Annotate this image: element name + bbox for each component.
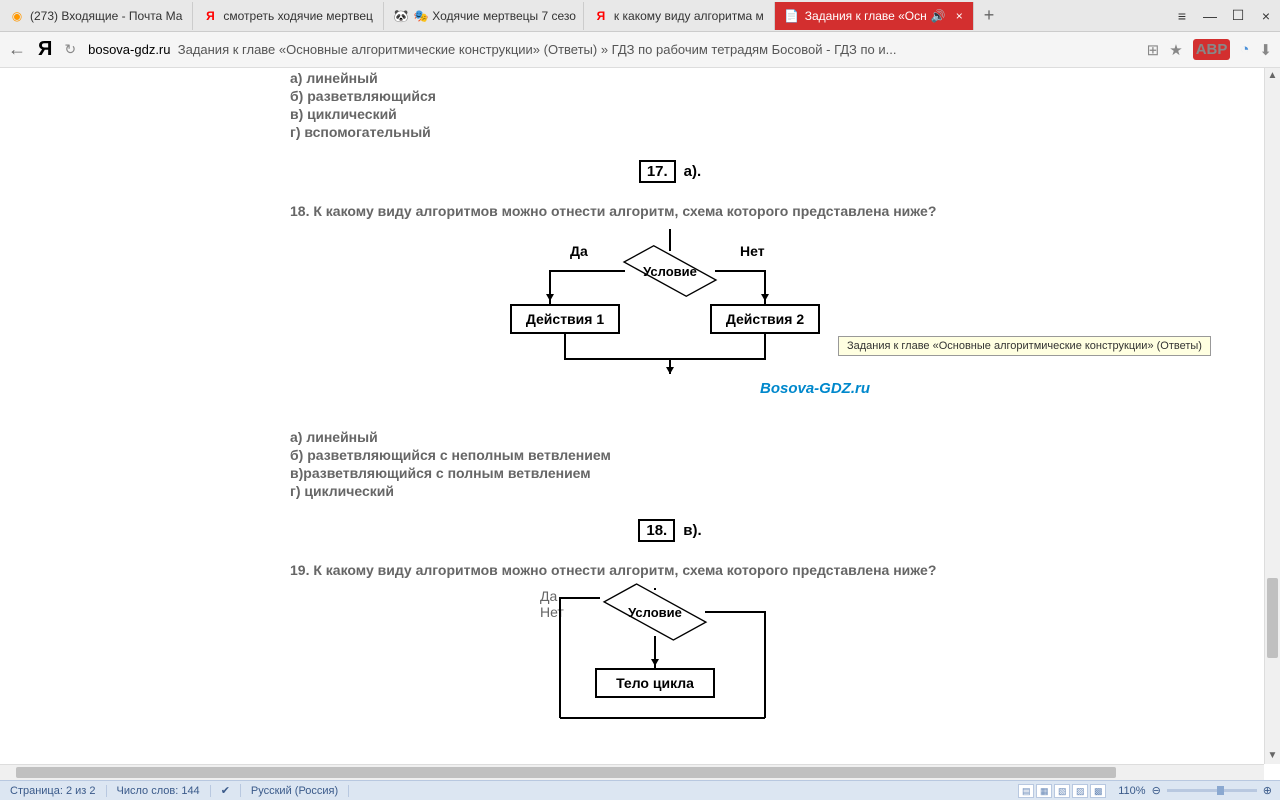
zoom-slider[interactable]	[1167, 789, 1257, 792]
address-bar: ← Я ↻ bosova-gdz.ru Задания к главе «Осн…	[0, 32, 1280, 68]
option-text: г) вспомогательный	[290, 124, 1050, 140]
browser-tab-strip: ◉(273) Входящие - Почта Ма Ясмотреть ход…	[0, 0, 1280, 32]
view-mode-buttons: ▤ ▦ ▧ ▨ ▩	[1014, 784, 1110, 798]
tooltip: Задания к главе «Основные алгоритмически…	[838, 336, 1211, 356]
tab-yandex-search-2[interactable]: Як какому виду алгоритма м	[584, 2, 775, 30]
tab-active-bosova[interactable]: 📄Задания к главе «Осн🔊×	[775, 2, 974, 30]
audio-icon[interactable]: 🔊	[931, 9, 946, 23]
watermark: Bosova-GDZ.ru	[760, 380, 870, 397]
question-19: 19. К какому виду алгоритмов можно отнес…	[290, 562, 1050, 578]
yes-label: Да	[570, 243, 588, 259]
flowchart-branching: Условие Да Нет Действия 1 Действия 2 Bos…	[510, 229, 830, 389]
language-indicator[interactable]: Русский (Россия)	[241, 785, 349, 797]
minimize-button[interactable]: —	[1196, 8, 1224, 24]
option-text: б) разветвляющийся с неполным ветвлением	[290, 447, 1050, 463]
new-tab-button[interactable]: +	[974, 5, 1005, 26]
translate-icon[interactable]: ⊞	[1147, 41, 1160, 59]
view-print-button[interactable]: ▤	[1018, 784, 1034, 798]
view-web-button[interactable]: ▧	[1054, 784, 1070, 798]
scroll-thumb[interactable]	[16, 767, 1116, 778]
question-18: 18. К какому виду алгоритмов можно отнес…	[290, 203, 1050, 219]
tab-mail[interactable]: ◉(273) Входящие - Почта Ма	[0, 2, 193, 30]
scroll-thumb[interactable]	[1267, 578, 1278, 658]
view-draft-button[interactable]: ▩	[1090, 784, 1106, 798]
view-outline-button[interactable]: ▨	[1072, 784, 1088, 798]
loop-body-node: Тело цикла	[595, 668, 715, 698]
condition-node: Условие	[605, 588, 705, 636]
maximize-button[interactable]: ☐	[1224, 7, 1252, 24]
scroll-down-icon[interactable]: ▼	[1265, 748, 1280, 764]
download-icon[interactable]: ⬇	[1259, 41, 1272, 59]
option-text: в) циклический	[290, 106, 1050, 122]
yandex-home-button[interactable]: Я	[38, 38, 52, 61]
vertical-scrollbar[interactable]: ▲ ▼	[1264, 68, 1280, 764]
zoom-out-button[interactable]: ⊖	[1152, 784, 1161, 797]
extension-icon[interactable]: ◔	[1240, 41, 1249, 58]
action1-node: Действия 1	[510, 304, 620, 334]
adblock-icon[interactable]: ABP	[1193, 41, 1231, 58]
spell-check-icon[interactable]: ✔	[211, 784, 241, 797]
status-bar: Страница: 2 из 2 Число слов: 144 ✔ Русск…	[0, 780, 1280, 800]
no-label: Нет	[740, 243, 765, 259]
flowchart-loop: Условие Да Нет Тело цикла	[540, 588, 800, 728]
word-count[interactable]: Число слов: 144	[107, 785, 211, 797]
zoom-value[interactable]: 110%	[1118, 785, 1145, 797]
tab-walking-dead[interactable]: 🐼🎭 Ходячие мертвецы 7 сезо	[384, 2, 584, 30]
reload-button[interactable]: ↻	[64, 41, 76, 58]
answer-17: 17.а).	[290, 160, 1050, 183]
option-text: а) линейный	[290, 429, 1050, 445]
horizontal-scrollbar[interactable]	[0, 764, 1264, 780]
zoom-in-button[interactable]: ⊕	[1263, 784, 1272, 797]
answer-18: 18.в).	[290, 519, 1050, 542]
back-button[interactable]: ←	[8, 39, 26, 60]
option-text: г) циклический	[290, 483, 1050, 499]
action2-node: Действия 2	[710, 304, 820, 334]
page-indicator[interactable]: Страница: 2 из 2	[0, 785, 107, 797]
close-window-button[interactable]: ×	[1252, 8, 1280, 24]
url-display[interactable]: bosova-gdz.ru Задания к главе «Основные …	[88, 42, 1135, 57]
menu-icon[interactable]: ≡	[1168, 8, 1196, 24]
zoom-control: 110% ⊖ ⊕	[1110, 784, 1280, 797]
option-text: б) разветвляющийся	[290, 88, 1050, 104]
close-icon[interactable]: ×	[956, 9, 963, 23]
page-viewport: а) линейный б) разветвляющийся в) циклич…	[0, 68, 1280, 764]
scroll-up-icon[interactable]: ▲	[1265, 68, 1280, 84]
bookmark-icon[interactable]: ★	[1169, 41, 1182, 59]
view-read-button[interactable]: ▦	[1036, 784, 1052, 798]
option-text: а) линейный	[290, 70, 1050, 86]
option-text: в)разветвляющийся с полным ветвлением	[290, 465, 1050, 481]
tab-yandex-search-1[interactable]: Ясмотреть ходячие мертвец	[193, 2, 384, 30]
condition-node: Условие	[625, 249, 715, 293]
page-content: а) линейный б) разветвляющийся в) циклич…	[290, 68, 1050, 738]
